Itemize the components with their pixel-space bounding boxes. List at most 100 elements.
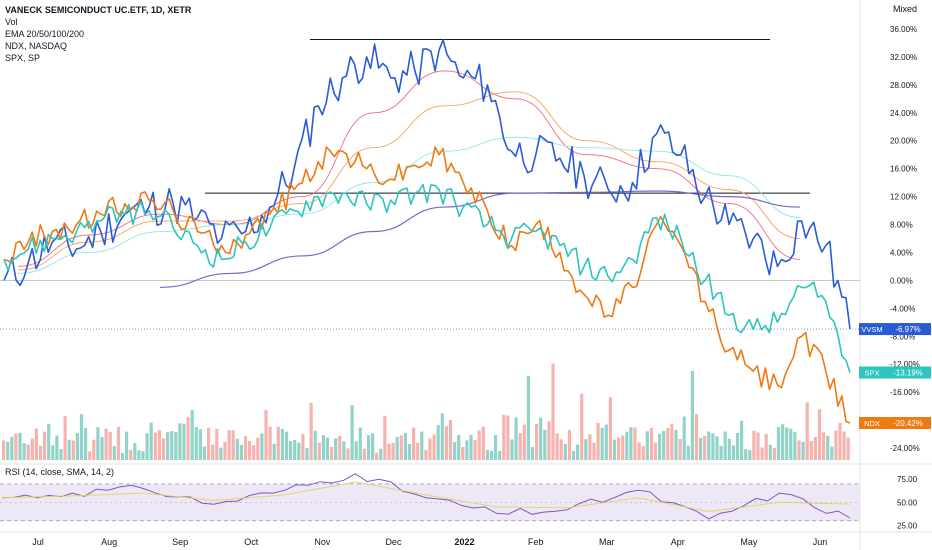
indicator-spx[interactable]: SPX, SP <box>5 53 41 63</box>
series-value-text: -13.19% <box>893 369 923 378</box>
volume-bar <box>354 441 358 460</box>
volume-bar <box>489 450 494 460</box>
volume-bar <box>366 435 371 460</box>
volume-bar <box>809 440 813 460</box>
volume-bar <box>38 445 43 460</box>
volume-bar <box>846 437 850 460</box>
y-tick-label: 20.00% <box>890 137 917 146</box>
volume-bar <box>14 433 18 460</box>
volume-bar <box>399 435 403 460</box>
volume-bar <box>526 375 530 460</box>
volume-bar <box>161 438 166 460</box>
volume-bar <box>330 446 334 460</box>
indicator-vol[interactable]: Vol <box>5 17 18 27</box>
volume-bar <box>658 433 662 460</box>
series-name-text: SPX <box>864 369 879 378</box>
volume-bar <box>596 422 600 460</box>
volume-bar <box>194 427 198 460</box>
volume-bar <box>625 431 629 460</box>
volume-bar <box>592 442 596 460</box>
y-tick-label: 0.00% <box>890 276 913 285</box>
volume-bar <box>174 432 178 460</box>
volume-bar <box>686 445 690 460</box>
volume-bar <box>276 426 280 460</box>
volume-bar <box>461 447 465 460</box>
rsi-sma-line <box>1 481 851 512</box>
volume-bar <box>116 426 120 460</box>
rsi-line <box>1 473 851 520</box>
volume-bar <box>715 436 719 460</box>
volume-bar <box>776 427 781 460</box>
volume-bar <box>18 432 22 460</box>
volume-bar <box>547 421 551 460</box>
volume-bar <box>731 445 735 460</box>
volume-bar <box>510 439 514 460</box>
volume-bar <box>805 402 809 460</box>
volume-bar <box>498 450 502 460</box>
volume-bar <box>272 443 276 460</box>
volume-bar <box>530 447 535 460</box>
volume-bar <box>219 447 223 460</box>
volume-bar <box>662 430 666 460</box>
volume-bar <box>133 443 137 460</box>
volume-bar <box>407 444 412 460</box>
volume-bar <box>223 442 227 460</box>
series-value-text: -6.97% <box>895 325 920 334</box>
volume-bar <box>170 431 174 460</box>
volume-bar <box>682 416 686 460</box>
volume-bar <box>338 435 342 460</box>
indicator-ndx[interactable]: NDX, NASDAQ <box>5 41 68 51</box>
volume-bar <box>334 438 338 460</box>
volume-bar <box>125 431 129 460</box>
volume-bar <box>764 433 768 460</box>
volume-bar <box>551 363 555 460</box>
volume-bar <box>719 446 723 460</box>
x-tick-label: Feb <box>528 537 544 547</box>
series-name-text: NDX <box>864 419 880 428</box>
volume-bar <box>227 430 231 460</box>
series-line-ndx <box>3 146 851 424</box>
volume-bar <box>412 427 416 460</box>
volume-bar <box>43 431 47 460</box>
volume-bar <box>379 448 383 460</box>
volume-bar <box>325 437 330 460</box>
volume-bar <box>243 436 248 460</box>
volume-bar <box>231 430 235 460</box>
series-label-spx: SPX -13.19% <box>859 366 931 379</box>
volume-bar <box>63 416 67 460</box>
indicator-ema[interactable]: EMA 20/50/100/200 <box>5 29 85 39</box>
volume-bar <box>830 446 834 460</box>
volume-bar <box>6 441 10 460</box>
volume-bar <box>621 435 625 460</box>
volume-bar <box>797 440 801 460</box>
volume-bar <box>453 441 457 460</box>
volume-bar <box>473 440 477 460</box>
volume-bar <box>793 432 797 460</box>
volume-bar <box>248 440 252 460</box>
x-tick-label: May <box>740 537 758 547</box>
volume-bar <box>2 440 6 460</box>
x-tick-label: Jul <box>32 537 44 547</box>
volume-bar <box>239 445 243 460</box>
volume-bar <box>608 397 612 460</box>
volume-bar <box>59 448 63 460</box>
x-tick-label: Oct <box>244 537 259 547</box>
x-tick-label: Nov <box>314 537 331 547</box>
y-tick-label: 24.00% <box>890 109 917 118</box>
series-name-text: VVSM <box>861 325 882 334</box>
volume-bar <box>284 431 289 460</box>
volume-bar <box>88 451 92 460</box>
scale-mode[interactable]: Mixed <box>892 4 917 14</box>
volume-bar <box>235 438 239 460</box>
volume-bar <box>740 420 744 460</box>
volume-bar <box>416 442 420 460</box>
rsi-legend[interactable]: RSI (14, close, SMA, 14, 2) <box>5 467 115 477</box>
series-name-tag <box>859 416 885 429</box>
volume-bar <box>268 426 272 460</box>
volume-bar <box>75 433 79 460</box>
volume-bar <box>391 442 395 460</box>
symbol-title[interactable]: VANECK SEMICONDUCT UC.ETF, 1D, XETR <box>5 5 192 15</box>
volume-bar <box>563 444 567 460</box>
